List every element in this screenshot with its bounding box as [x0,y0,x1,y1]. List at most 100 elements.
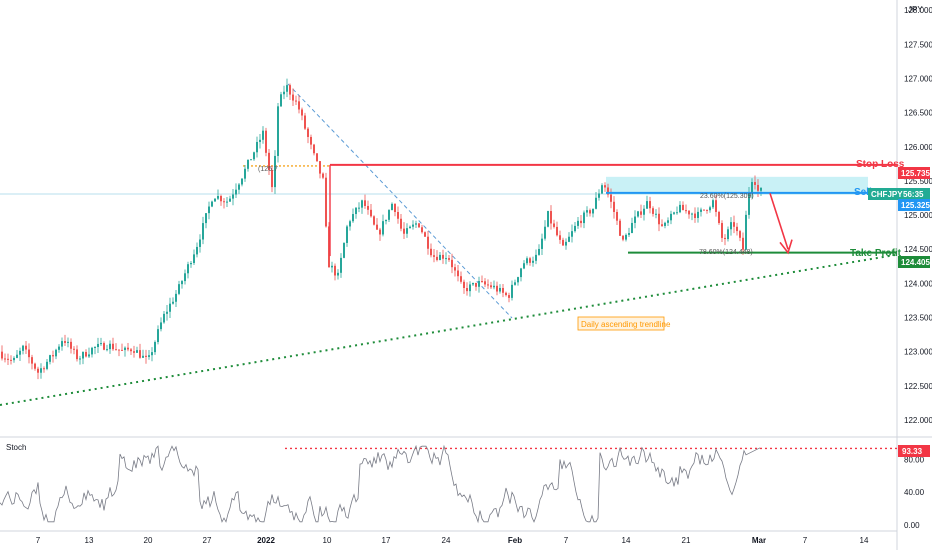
candle-body [313,144,315,154]
candle-body [397,211,399,219]
candle-body [502,287,504,293]
candle-body [535,254,537,261]
ascending-trendline [0,254,896,406]
stoch-value-badge [898,445,930,457]
x-tick-label: 10 [323,536,332,545]
candle-body [646,201,648,209]
candle-body [460,276,462,282]
candle-body [172,301,174,304]
candle-body [430,248,432,256]
candle-body [280,94,282,107]
candle-body [607,187,609,195]
x-tick-label: 7 [564,536,569,545]
candle-body [310,136,312,145]
main-pane[interactable] [0,0,897,437]
candle-body [316,153,318,162]
candle-body [85,351,87,357]
candle-body [145,355,147,357]
candlestick-series [1,78,762,380]
candle-body [613,201,615,212]
x-axis: 7 13 20 27 2022 10 17 24 Feb 7 14 21 Mar 7 14 [36,536,869,545]
candle-body [121,349,123,351]
candle-body [82,351,84,359]
candle-body [388,210,390,220]
candle-body [181,281,183,285]
candle-body [694,213,696,218]
candle-body [433,255,435,257]
y-tick-label: 126.000 [904,143,932,152]
candle-body [133,351,135,353]
candle-body [526,258,528,264]
candle-body [742,237,744,250]
y-tick-label: 125.000 [904,211,932,220]
sell-zone [606,176,868,195]
candle-body [274,155,276,188]
stoch-y-tick-label: 40.00 [904,488,925,497]
trade-levels [329,163,897,257]
candle-body [601,185,603,194]
take-profit-label: Take Profit [850,248,902,259]
candle-body [238,184,240,190]
candle-body [283,91,285,95]
candle-body [586,210,588,213]
candle-body [421,227,423,233]
candle-body [136,350,138,353]
candle-body [412,224,414,227]
candle-body [451,259,453,268]
candle-body [361,200,363,208]
candle-body [454,267,456,271]
candle-body [712,200,714,208]
candle-body [493,285,495,288]
candle-body [61,341,63,347]
candle-body [631,222,633,234]
candle-body [589,210,591,214]
candle-body [745,214,747,250]
sell-label: Sell [854,187,872,198]
candle-body [76,349,78,360]
y-tick-label: 123.500 [904,314,932,323]
candle-body [382,221,384,235]
candle-body [226,201,228,203]
candle-body [58,346,60,350]
take-profit-price: 124.405 [901,258,930,267]
candle-body [415,223,417,225]
candle-body [10,359,12,361]
candle-body [268,152,270,171]
candle-body [160,322,162,330]
candle-body [547,211,549,227]
candle-body [481,281,483,283]
candle-body [466,288,468,292]
sell-price-badge [898,199,930,211]
candle-body [568,236,570,242]
candle-body [673,212,675,214]
candle-body [478,281,480,287]
candle-body [112,343,114,350]
y-axis-main: 122.000 122.500 123.000 123.500 124.000 124.5… [904,6,932,425]
candle-body [445,258,447,260]
y-tick-label: 122.000 [904,416,932,425]
candle-body [37,368,39,373]
candle-body [109,343,111,350]
candle-body [49,355,51,362]
candle-body [691,213,693,215]
candle-body [616,211,618,221]
candle-body [400,218,402,229]
x-tick-label: Feb [508,536,522,545]
candle-body [505,292,507,296]
candle-body [532,260,534,263]
candle-body [22,345,24,351]
candle-body [649,201,651,209]
candle-body [307,128,309,137]
candle-body [448,258,450,260]
candle-body [142,355,144,358]
candle-body [622,235,624,240]
candle-body [190,263,192,265]
candle-body [295,100,297,102]
candle-body [724,237,726,240]
candle-body [439,254,441,261]
candle-body [28,349,30,358]
candle-body [457,270,459,277]
candle-body [235,189,237,195]
fib-label-236: 23.60%(125.309) [700,193,754,200]
